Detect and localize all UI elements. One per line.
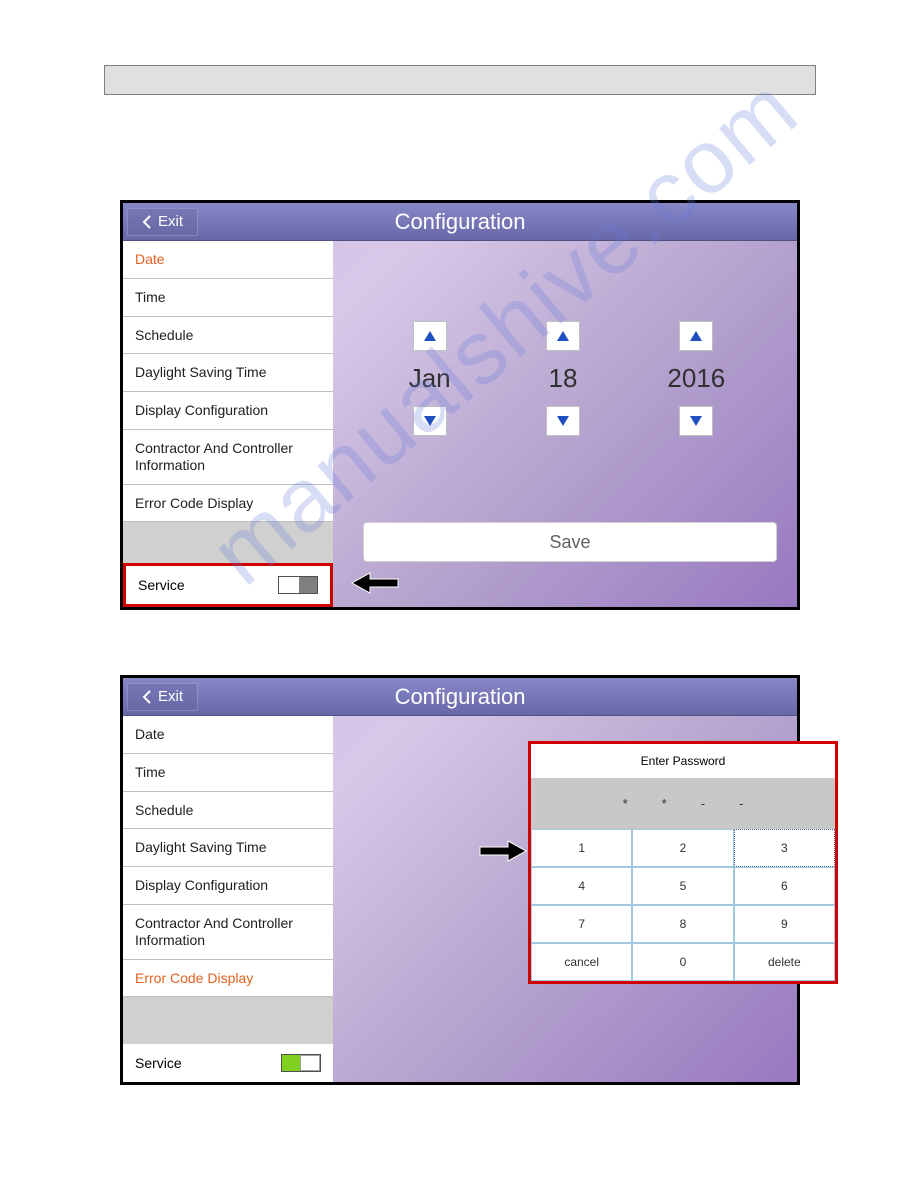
password-keypad: Enter Password * * - - 123 456 789 cancel0dele… — [528, 741, 838, 984]
sidebar-item[interactable]: Time — [123, 754, 333, 792]
keypad-key-7[interactable]: 7 — [531, 905, 632, 943]
exit-button[interactable]: Exit — [127, 683, 198, 711]
keypad-key-cancel[interactable]: cancel — [531, 943, 632, 981]
page-title: Configuration — [395, 209, 526, 235]
annotation-arrow-left — [350, 571, 400, 595]
service-toggle[interactable] — [281, 1054, 321, 1072]
day-up-button[interactable] — [546, 321, 580, 351]
keypad-key-5[interactable]: 5 — [632, 867, 733, 905]
sidebar-item[interactable]: Date — [123, 241, 333, 279]
service-row: Service — [123, 1044, 333, 1082]
sidebar-item[interactable]: Date — [123, 716, 333, 754]
sidebar-item[interactable]: Contractor And Controller Information — [123, 430, 333, 485]
service-label: Service — [135, 1055, 182, 1071]
month-down-button[interactable] — [413, 406, 447, 436]
config-panel-service-off: Exit Configuration DateTimeScheduleDayli… — [120, 200, 800, 610]
day-down-button[interactable] — [546, 406, 580, 436]
save-button[interactable]: Save — [363, 522, 777, 562]
sidebar-item[interactable]: Error Code Display — [123, 960, 333, 998]
exit-button[interactable]: Exit — [127, 208, 198, 236]
config-panel-service-on: Exit Configuration DateTimeScheduleDayli… — [120, 675, 800, 1085]
keypad-key-6[interactable]: 6 — [734, 867, 835, 905]
keypad-key-4[interactable]: 4 — [531, 867, 632, 905]
keypad-key-2[interactable]: 2 — [632, 829, 733, 867]
keypad-key-1[interactable]: 1 — [531, 829, 632, 867]
sidebar-item[interactable]: Daylight Saving Time — [123, 829, 333, 867]
annotation-arrow-right — [478, 839, 528, 863]
keypad-key-3[interactable]: 3 — [734, 829, 835, 867]
chevron-left-icon — [142, 215, 152, 229]
keypad-key-delete[interactable]: delete — [734, 943, 835, 981]
sidebar-item[interactable]: Contractor And Controller Information — [123, 905, 333, 960]
chevron-left-icon — [142, 690, 152, 704]
service-label: Service — [138, 577, 185, 593]
keypad-key-8[interactable]: 8 — [632, 905, 733, 943]
year-value: 2016 — [667, 363, 725, 394]
month-up-button[interactable] — [413, 321, 447, 351]
password-char: * — [662, 796, 667, 811]
main-content: Jan 18 2016 Save — [333, 241, 797, 607]
document-header-bar — [104, 65, 816, 95]
titlebar: Exit Configuration — [123, 203, 797, 241]
save-label: Save — [549, 532, 590, 553]
year-down-button[interactable] — [679, 406, 713, 436]
sidebar-item[interactable]: Time — [123, 279, 333, 317]
keypad-title: Enter Password — [531, 744, 835, 778]
day-value: 18 — [549, 363, 578, 394]
exit-label: Exit — [158, 688, 183, 705]
password-char: - — [701, 796, 705, 811]
sidebar-item[interactable]: Error Code Display — [123, 485, 333, 523]
sidebar-item[interactable]: Schedule — [123, 792, 333, 830]
password-char: * — [623, 796, 628, 811]
sidebar-item[interactable]: Display Configuration — [123, 867, 333, 905]
sidebar: DateTimeScheduleDaylight Saving TimeDisp… — [123, 716, 333, 1082]
month-value: Jan — [409, 363, 451, 394]
keypad-key-0[interactable]: 0 — [632, 943, 733, 981]
sidebar-item[interactable]: Daylight Saving Time — [123, 354, 333, 392]
sidebar: DateTimeScheduleDaylight Saving TimeDisp… — [123, 241, 333, 607]
service-row: Service — [123, 563, 333, 607]
titlebar: Exit Configuration — [123, 678, 797, 716]
main-content: Enter Password **-- 123456789cancel0dele… — [333, 716, 797, 1082]
sidebar-item[interactable]: Display Configuration — [123, 392, 333, 430]
sidebar-item[interactable]: Schedule — [123, 317, 333, 355]
password-display: * * - - — [531, 778, 835, 829]
keypad-key-9[interactable]: 9 — [734, 905, 835, 943]
year-up-button[interactable] — [679, 321, 713, 351]
exit-label: Exit — [158, 213, 183, 230]
password-char: - — [739, 796, 743, 811]
service-toggle[interactable] — [278, 576, 318, 594]
page-title: Configuration — [395, 684, 526, 710]
